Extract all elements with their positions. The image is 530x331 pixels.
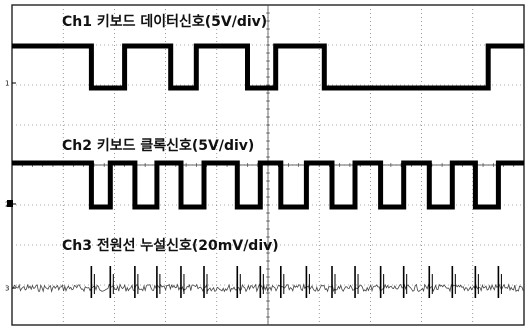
ch2-label: Ch2 키보드 클록신호(5V/div): [62, 138, 254, 154]
ch1-trace: [12, 43, 524, 91]
ch2-trace: [12, 160, 524, 210]
ch1-label: Ch1 키보드 데이터신호(5V/div): [62, 13, 267, 30]
ch3-trace: [11, 283, 524, 293]
channel-marker-label: 3: [5, 285, 9, 293]
channel-marker-label: 1: [5, 80, 9, 88]
traces: [11, 43, 524, 293]
ch3-spikes: [90, 266, 502, 298]
channel-markers: 123: [5, 80, 16, 293]
ch3-label: Ch3 전원선 누설신호(20mV/div): [62, 237, 279, 254]
ground-marker: [7, 200, 13, 207]
